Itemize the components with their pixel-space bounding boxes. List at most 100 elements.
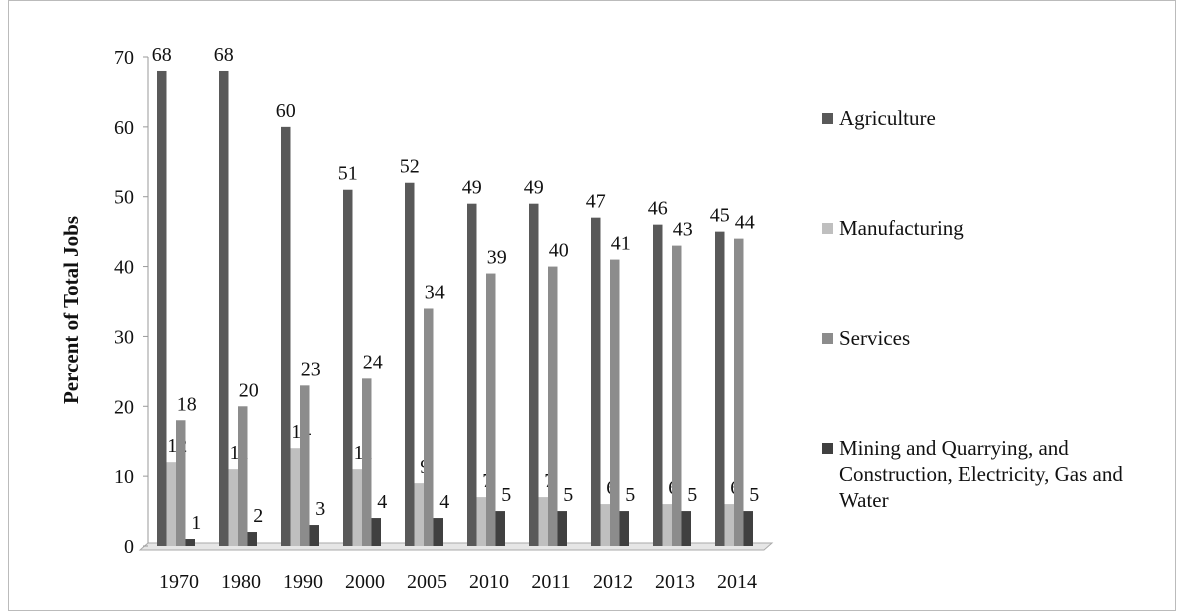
y-tick-label: 40 — [114, 257, 134, 279]
data-label: 49 — [524, 177, 544, 199]
legend-swatch — [822, 113, 833, 124]
data-label: 60 — [276, 100, 296, 122]
y-tick-label: 30 — [114, 326, 134, 348]
bar — [467, 203, 477, 546]
data-label: 1 — [191, 512, 201, 534]
x-tick-label: 2013 — [655, 571, 695, 593]
data-label: 46 — [648, 198, 668, 220]
bar — [290, 448, 300, 546]
data-label: 34 — [425, 281, 445, 303]
x-tick-label: 1990 — [283, 571, 323, 593]
data-label: 24 — [363, 351, 383, 373]
data-label: 23 — [301, 358, 321, 380]
legend-label: Mining and Quarrying, and Construction, … — [839, 436, 1123, 512]
data-label: 40 — [549, 240, 569, 262]
data-label: 47 — [586, 191, 606, 213]
x-tick-label: 2011 — [531, 571, 570, 593]
data-label: 5 — [749, 484, 759, 506]
data-label: 52 — [400, 156, 420, 178]
data-label: 39 — [487, 247, 507, 269]
bar — [619, 511, 629, 546]
legend-item: Services — [822, 325, 1152, 351]
bar — [486, 273, 496, 546]
data-label: 2 — [253, 505, 263, 527]
legend-swatch — [822, 443, 833, 454]
bar — [157, 70, 167, 546]
data-label: 5 — [687, 484, 697, 506]
x-tick-label: 2012 — [593, 571, 633, 593]
legend-item: Manufacturing — [822, 215, 1152, 241]
data-label: 51 — [338, 163, 358, 185]
data-label: 20 — [239, 379, 259, 401]
data-label: 68 — [152, 44, 172, 66]
data-label: 5 — [563, 484, 573, 506]
y-tick-label: 60 — [114, 117, 134, 139]
y-tick-label: 10 — [114, 466, 134, 488]
bar — [166, 462, 176, 546]
legend-label: Manufacturing — [839, 216, 964, 240]
bar — [600, 504, 610, 546]
bar — [662, 504, 672, 546]
bar — [405, 182, 415, 546]
x-tick-label: 2014 — [717, 571, 757, 593]
x-tick-label: 1980 — [221, 571, 261, 593]
bar — [343, 189, 353, 546]
legend-item: Mining and Quarrying, and Construction, … — [822, 435, 1152, 513]
bar — [653, 224, 663, 546]
bar — [610, 259, 620, 546]
legend-label: Agriculture — [839, 106, 936, 130]
bar — [548, 266, 558, 546]
x-tick-label: 1970 — [159, 571, 199, 593]
bar — [734, 238, 744, 546]
data-label: 18 — [177, 393, 197, 415]
data-label: 68 — [214, 44, 234, 66]
bar — [495, 511, 505, 546]
legend-label: Services — [839, 326, 911, 350]
bar — [538, 497, 548, 546]
x-tick-label: 2010 — [469, 571, 509, 593]
y-tick-label: 70 — [114, 47, 134, 69]
bar — [176, 420, 186, 546]
legend-swatch — [822, 223, 833, 234]
bar — [743, 511, 753, 546]
legend-swatch — [822, 333, 833, 344]
bar — [300, 385, 310, 546]
bar — [247, 532, 257, 546]
data-label: 44 — [735, 212, 755, 234]
bar — [352, 469, 362, 546]
x-tick-label: 2005 — [407, 571, 447, 593]
bar — [281, 126, 291, 546]
data-label: 3 — [315, 498, 325, 520]
bar — [715, 231, 725, 546]
bar — [591, 217, 601, 546]
data-label: 49 — [462, 177, 482, 199]
bar — [557, 511, 567, 546]
y-tick-label: 50 — [114, 187, 134, 209]
data-label: 45 — [710, 205, 730, 227]
bar — [362, 378, 372, 546]
legend-item: Agriculture — [822, 105, 1152, 131]
y-tick-label: 0 — [124, 536, 134, 558]
x-tick-label: 2000 — [345, 571, 385, 593]
bar — [219, 70, 229, 546]
bar — [238, 406, 248, 546]
y-axis-title: Percent of Total Jobs — [59, 216, 83, 404]
bar — [672, 245, 682, 546]
chart-frame — [8, 0, 1176, 611]
bar — [433, 518, 443, 546]
data-label: 5 — [625, 484, 635, 506]
bar — [228, 469, 238, 546]
y-tick-label: 20 — [114, 396, 134, 418]
bar — [476, 497, 486, 546]
bar — [681, 511, 691, 546]
data-label: 43 — [673, 219, 693, 241]
data-label: 41 — [611, 233, 631, 255]
data-label: 4 — [439, 491, 449, 513]
bar — [424, 308, 434, 546]
data-label: 5 — [501, 484, 511, 506]
bar — [529, 203, 539, 546]
bar — [371, 518, 381, 546]
bar — [414, 483, 424, 546]
bar — [309, 525, 319, 546]
